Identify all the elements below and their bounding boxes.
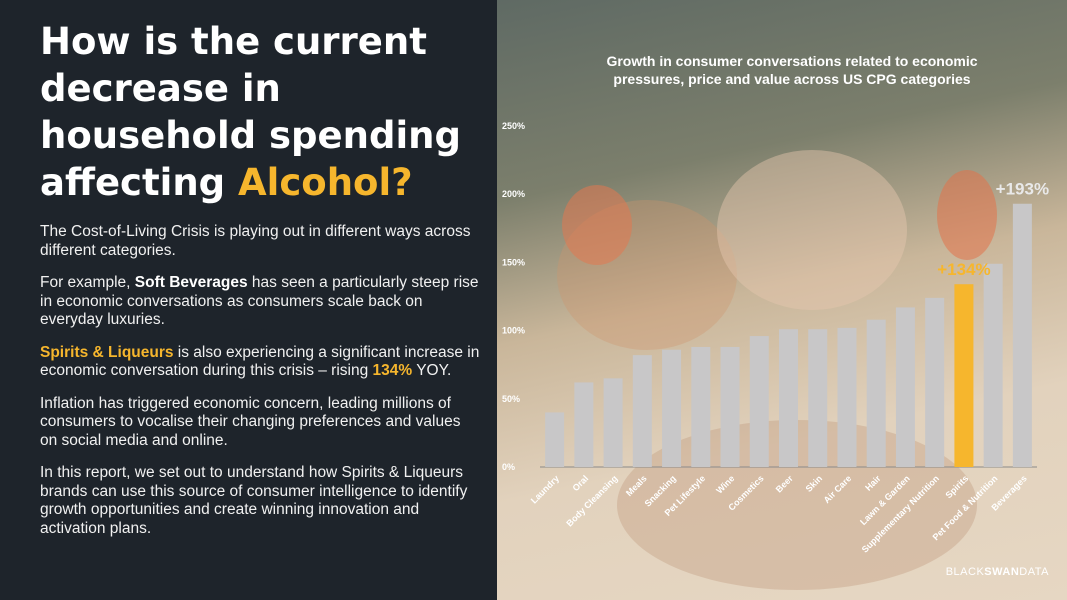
bar xyxy=(925,297,945,467)
body-text: The Cost-of-Living Crisis is playing out… xyxy=(40,223,480,552)
title-highlight: Alcohol? xyxy=(238,161,413,204)
left-panel: How is the current decrease in household… xyxy=(0,0,497,600)
title-line-2: decrease in xyxy=(40,67,281,110)
soft-beverages-label: Soft Beverages xyxy=(134,274,248,291)
bar xyxy=(662,349,682,467)
x-tick-label: Meals xyxy=(624,473,649,498)
bar xyxy=(954,284,974,467)
bar xyxy=(983,263,1003,467)
x-tick-label: Spirits xyxy=(943,473,970,500)
spirits-growth-value: 134% xyxy=(372,362,413,379)
title-line-4: affecting xyxy=(40,161,239,204)
y-tick-label: 100% xyxy=(502,326,525,336)
bar xyxy=(691,346,711,467)
page-title: How is the current decrease in household… xyxy=(40,18,480,206)
background-grapefruit-left xyxy=(562,185,632,265)
data-label: +193% xyxy=(996,180,1049,199)
paragraph-2-suffix: has seen a particularly steep rise in ec… xyxy=(40,274,479,328)
y-tick-label: 50% xyxy=(502,394,520,404)
paragraph-2: For example, Soft Beverages has seen a p… xyxy=(40,274,480,330)
y-tick-label: 150% xyxy=(502,257,525,267)
x-tick-label: Air Care xyxy=(822,473,854,505)
x-tick-label: Wine xyxy=(714,473,736,495)
bar xyxy=(574,382,594,467)
bar xyxy=(837,327,857,467)
paragraph-4: Inflation has triggered economic concern… xyxy=(40,394,461,449)
background-grapefruit-right xyxy=(937,170,997,260)
brand-logo: BLACKSWANDATA xyxy=(946,566,1049,578)
title-line-3: household spending xyxy=(40,114,461,157)
bar xyxy=(603,378,623,467)
background-glass-center xyxy=(717,150,907,310)
data-label: +134% xyxy=(937,260,990,279)
x-tick-label: Beer xyxy=(774,473,796,495)
paragraph-3-middle: is also experiencing a significant incre… xyxy=(40,343,480,380)
paragraph-2-prefix: For example, xyxy=(40,274,135,291)
y-tick-label: 200% xyxy=(502,189,525,199)
x-tick-label: Body Cleansing xyxy=(564,473,619,528)
y-tick-label: 0% xyxy=(502,462,515,472)
brand-part-2: SWAN xyxy=(984,566,1020,578)
bar xyxy=(866,319,886,467)
bar xyxy=(720,346,740,467)
paragraph-1: The Cost-of-Living Crisis is playing out… xyxy=(40,223,471,259)
bar xyxy=(749,336,769,467)
brand-part-3: DATA xyxy=(1019,566,1049,578)
bar xyxy=(779,329,798,467)
brand-part-1: BLACK xyxy=(945,566,985,578)
x-tick-label: Laundry xyxy=(529,473,561,505)
bar xyxy=(895,307,915,467)
x-tick-label: Hair xyxy=(863,473,883,493)
x-tick-label: Skin xyxy=(804,473,825,494)
paragraph-5: In this report, we set out to understand… xyxy=(40,464,468,537)
title-line-1: How is the current xyxy=(40,20,427,63)
paragraph-3: Spirits & Liqueurs is also experiencing … xyxy=(40,344,480,381)
bar xyxy=(1012,203,1032,468)
y-tick-label: 250% xyxy=(502,121,525,131)
x-tick-label: Oral xyxy=(570,473,590,493)
spirits-liqueurs-label: Spirits & Liqueurs xyxy=(40,343,174,361)
paragraph-3-suffix: YOY. xyxy=(412,362,452,379)
bar xyxy=(545,412,565,467)
chart-title: Growth in consumer conversations related… xyxy=(606,53,978,87)
bar xyxy=(632,355,652,467)
bar xyxy=(808,329,828,467)
